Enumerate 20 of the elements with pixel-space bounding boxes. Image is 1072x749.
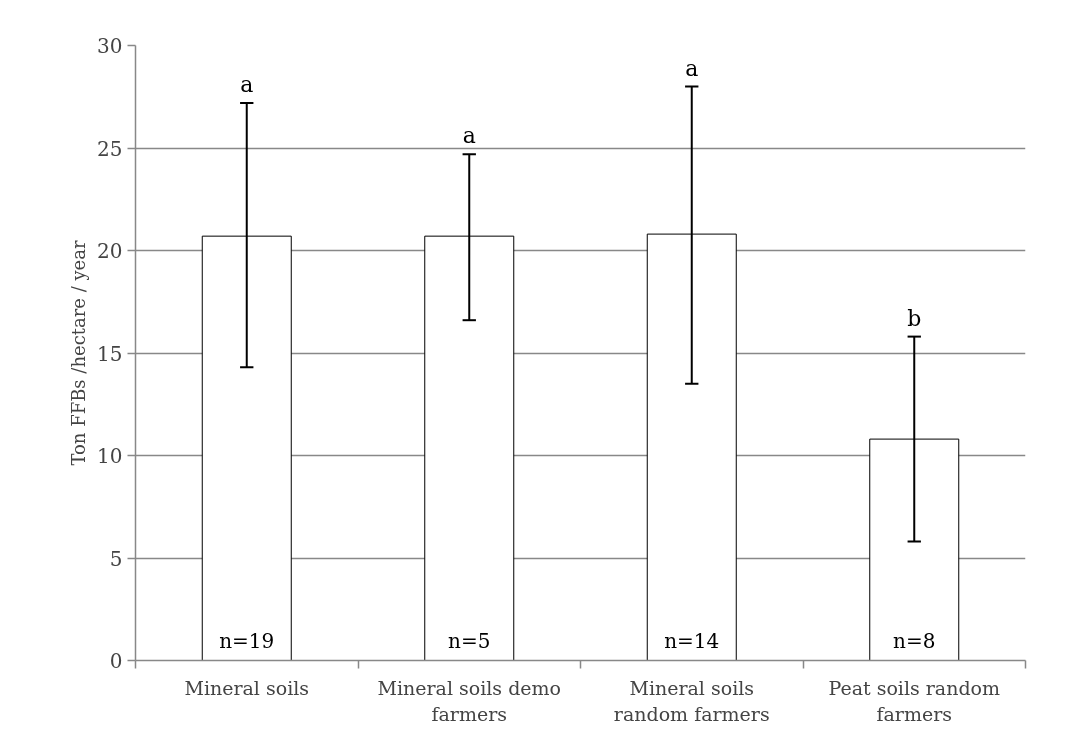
annotation: n=5: [448, 628, 491, 653]
y-tick-label: 5: [109, 546, 123, 571]
annotation: b: [907, 305, 922, 331]
y-tick-label: 15: [97, 341, 123, 366]
annotation: a: [240, 71, 254, 97]
x-tick-label: Peat soils random farmers: [828, 676, 1001, 725]
annotation: n=19: [219, 628, 275, 653]
y-tick-label: 20: [97, 239, 123, 263]
y-tick-label: 0: [109, 649, 123, 673]
x-tick-label: Mineral soils: [184, 676, 310, 699]
annotation: a: [685, 55, 699, 81]
annotation: n=8: [893, 628, 936, 653]
y-tick-label: 30: [97, 34, 123, 58]
y-axis-title: Ton FFBs /hectare / year: [68, 240, 90, 466]
x-tick-label: Mineral soils random farmers: [613, 676, 770, 725]
annotation: a: [462, 123, 476, 149]
y-tick-label: 10: [97, 444, 123, 468]
x-tick-label: Mineral soils demo farmers: [377, 676, 562, 725]
y-tick-label: 25: [97, 136, 123, 161]
annotation: n=14: [664, 628, 720, 653]
